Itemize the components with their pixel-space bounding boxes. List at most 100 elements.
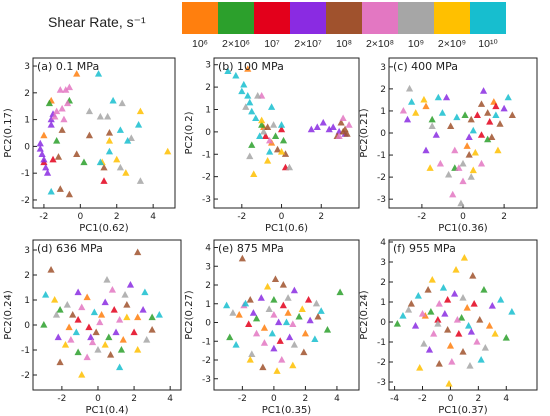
data-point-triangle: [260, 339, 269, 346]
data-point-triangle: [500, 104, 508, 112]
y-tick-label: -3: [377, 378, 386, 388]
data-point-triangle: [481, 344, 489, 351]
data-point-triangle: [36, 139, 44, 147]
y-tick-label: 3: [380, 258, 386, 268]
data-point-triangle: [467, 328, 475, 335]
scatter-panel: -2 0 2 4 -3 -2 -1 0 1 2 3 4 (e) 875 MPa PC1(0.35) PC2(…: [184, 239, 360, 416]
data-point-triangle: [88, 338, 97, 346]
data-point-triangle: [113, 155, 121, 163]
x-tick-label: 4: [334, 394, 340, 404]
data-point-triangle: [47, 187, 55, 195]
data-point-triangle: [470, 300, 478, 307]
data-point-triangle: [87, 333, 95, 341]
data-point-triangle: [238, 87, 246, 95]
y-tick-label: 2: [380, 85, 386, 95]
data-point-triangle: [434, 316, 442, 323]
data-point-triangle: [319, 118, 327, 126]
data-point-triangle: [266, 148, 274, 155]
data-point-triangle: [276, 337, 284, 344]
data-point-triangle: [439, 284, 448, 291]
scatter-panel: -2 0 2 -3 -2 -1 0 1 2 3 (b) 100 MPa PC1(0.6) PC2(0.2…: [184, 57, 360, 234]
data-point-triangle: [469, 166, 477, 174]
y-tick-label: -3: [202, 195, 211, 205]
data-point-triangle: [100, 177, 108, 184]
y-tick-label: 1: [380, 298, 386, 308]
data-point-triangle: [51, 296, 59, 303]
data-point-triangle: [284, 309, 292, 316]
data-point-triangle: [96, 112, 104, 120]
y-tick-label: 3: [24, 246, 30, 256]
data-point-triangle: [241, 299, 250, 307]
panel-title: (d) 636 MPa: [37, 242, 103, 255]
data-point-triangle: [78, 371, 86, 378]
data-point-triangle: [444, 326, 452, 333]
data-point-triangle: [335, 132, 343, 139]
data-point-triangle: [405, 84, 414, 92]
data-point-triangle: [399, 312, 407, 319]
data-point-triangle: [270, 311, 278, 318]
data-point-triangle: [494, 146, 502, 154]
data-point-triangle: [43, 169, 52, 176]
data-point-triangle: [246, 152, 254, 160]
data-point-triangle: [422, 102, 430, 110]
data-point-triangle: [314, 312, 322, 320]
data-point-triangle: [109, 96, 117, 104]
data-point-triangle: [257, 294, 265, 301]
data-point-triangle: [117, 346, 126, 353]
data-point-triangle: [290, 286, 298, 294]
data-point-triangle: [235, 311, 243, 318]
data-point-triangle: [278, 356, 286, 363]
data-point-triangle: [445, 170, 453, 178]
data-point-triangle: [460, 254, 468, 261]
data-point-triangle: [473, 111, 481, 118]
data-point-triangle: [74, 288, 82, 296]
data-point-triangle: [273, 145, 282, 153]
data-point-triangle: [279, 281, 287, 288]
data-point-triangle: [445, 380, 453, 387]
data-point-triangle: [224, 67, 232, 75]
x-axis-label: PC1(0.36): [438, 223, 488, 234]
y-tick-label: 0: [24, 321, 30, 331]
data-point-triangle: [408, 98, 416, 105]
data-point-triangle: [121, 291, 129, 298]
data-point-triangle: [56, 185, 64, 192]
data-point-triangle: [245, 320, 253, 327]
legend-tick-label: 10¹⁰: [478, 38, 498, 50]
data-point-triangle: [412, 109, 420, 116]
data-point-triangle: [459, 159, 467, 167]
plot-frame: [213, 57, 360, 209]
legend-tick-label: 2×10⁹: [437, 38, 467, 50]
data-point-triangle: [63, 301, 71, 308]
data-point-triangle: [298, 305, 306, 312]
data-point-triangle: [422, 146, 430, 154]
data-point-triangle: [134, 346, 142, 353]
data-point-triangle: [277, 121, 286, 128]
y-tick-label: 2: [205, 281, 211, 291]
data-point-triangle: [116, 316, 124, 323]
y-tick-label: 3: [205, 61, 211, 71]
data-point-triangle: [268, 103, 276, 110]
data-point-triangle: [58, 126, 66, 133]
panel-title: (a) 0.1 MPa: [37, 60, 99, 73]
data-point-triangle: [467, 115, 475, 123]
data-point-triangle: [52, 311, 61, 318]
data-point-triangle: [96, 158, 104, 166]
data-point-triangle: [486, 117, 494, 125]
data-point-triangle: [264, 156, 272, 164]
data-point-triangle: [459, 294, 467, 301]
data-point-triangle: [252, 329, 261, 337]
data-point-triangle: [284, 294, 292, 301]
data-point-triangle: [252, 314, 261, 322]
data-point-triangle: [141, 288, 149, 296]
data-point-triangle: [266, 136, 274, 144]
data-point-triangle: [265, 305, 273, 312]
y-tick-label: -3: [202, 375, 211, 385]
data-point-triangle: [80, 158, 88, 166]
data-point-triangle: [73, 150, 81, 158]
data-point-triangle: [116, 163, 124, 171]
x-tick-label: 0: [77, 212, 83, 222]
data-point-triangle: [441, 310, 449, 317]
data-point-triangle: [252, 114, 260, 122]
data-point-triangle: [442, 93, 451, 101]
data-point-triangle: [63, 99, 72, 107]
